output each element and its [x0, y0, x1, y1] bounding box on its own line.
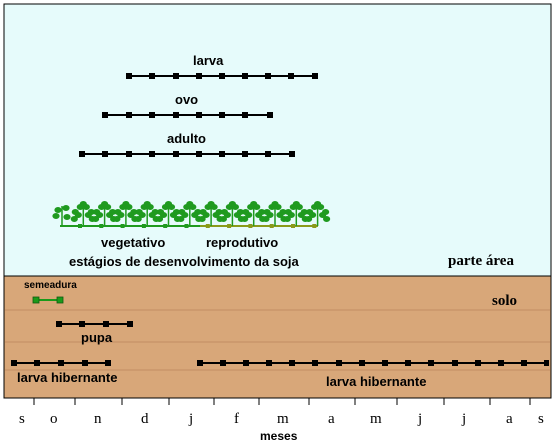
- timeline-larva-hibernante-2-markers: [197, 360, 549, 366]
- crop-stage-markers: [78, 224, 317, 228]
- month-tick-m1: m: [277, 411, 289, 427]
- soybean-plant: [134, 201, 160, 226]
- month-tick-j1: j: [188, 411, 193, 427]
- aerial-zone: [3, 3, 552, 277]
- soybean-plant: [113, 201, 139, 226]
- timeline-larva-hibernante-1-label: larva hibernante: [17, 370, 117, 385]
- month-axis-ticks: [33, 398, 531, 405]
- crop-plants: [52, 201, 331, 226]
- crop-stage-marker: [184, 224, 189, 228]
- timeline-larva-hibernante-2-label: larva hibernante: [326, 374, 426, 389]
- soybean-plant: [241, 201, 267, 226]
- soybean-plant: [283, 201, 309, 226]
- timeline-larva-hibernante-1-markers: [11, 360, 111, 366]
- soybean-plant: [198, 201, 224, 226]
- timeline-adulto-label: adulto: [167, 131, 206, 146]
- soybean-plant: [52, 205, 71, 226]
- soybean-plant: [219, 201, 245, 226]
- timeline-larva: larva: [126, 53, 318, 79]
- month-tick-m2: m: [370, 411, 382, 427]
- timeline-adulto-markers: [79, 151, 295, 157]
- timeline-pupa-markers: [56, 321, 133, 327]
- vegetative-stage-label: vegetativo: [101, 235, 165, 250]
- month-tick-j3: j: [461, 411, 466, 427]
- timeline-larva-hibernante-2: larva hibernante: [197, 360, 549, 389]
- crop-stage-marker: [120, 224, 125, 228]
- timeline-ovo: ovo: [102, 92, 273, 118]
- month-tick-f: f: [234, 411, 239, 427]
- month-tick-s2: s: [538, 411, 544, 427]
- soybean-plant: [70, 201, 96, 226]
- month-tick-o: o: [50, 411, 58, 427]
- crop-stage-marker: [312, 224, 317, 228]
- soybean-plant: [92, 201, 118, 226]
- crop-stage-marker: [291, 224, 295, 228]
- timeline-semeadura-end: [56, 296, 64, 304]
- crop-stage-marker: [141, 224, 146, 228]
- timeline-larva-markers: [126, 73, 318, 79]
- month-tick-n: n: [94, 411, 102, 427]
- month-axis-title: meses: [260, 429, 298, 443]
- reproductive-stage-label: reprodutivo: [206, 235, 278, 250]
- timeline-semeadura: semeadura: [24, 280, 77, 304]
- month-tick-s1: s: [19, 411, 25, 427]
- crop-stage-marker: [269, 224, 274, 228]
- soil-zone-label: solo: [492, 293, 517, 309]
- soybean-crop: [52, 201, 331, 228]
- crop-stage-marker: [248, 224, 253, 228]
- crop-stage-marker: [78, 224, 82, 228]
- crop-stage-marker: [227, 224, 232, 228]
- month-tick-a1: a: [328, 411, 335, 427]
- timeline-ovo-markers: [102, 112, 273, 118]
- month-tick-j2: j: [417, 411, 422, 427]
- soybean-plant: [262, 201, 288, 226]
- timeline-ovo-label: ovo: [175, 92, 198, 107]
- crop-stages-caption: estágios de desenvolvimento da soja: [69, 254, 300, 269]
- timeline-pupa-label: pupa: [81, 330, 113, 345]
- timeline-semeadura-label: semeadura: [24, 280, 77, 291]
- month-axis: s o n d j f m a m j j a s meses: [4, 397, 551, 443]
- soybean-plant: [305, 201, 331, 226]
- timeline-larva-hibernante-1: larva hibernante: [11, 360, 117, 385]
- timeline-adulto: adulto: [79, 131, 295, 157]
- month-tick-d: d: [141, 411, 149, 427]
- timeline-larva-label: larva: [193, 53, 224, 68]
- crop-stage-marker: [99, 224, 104, 228]
- timeline-pupa: pupa: [56, 321, 133, 345]
- crop-stage-marker: [163, 224, 168, 228]
- month-tick-a2: a: [506, 411, 513, 427]
- soil-zone: [3, 275, 552, 399]
- soil-texture: [5, 309, 550, 371]
- aerial-zone-label: parte área: [448, 253, 514, 269]
- timeline-semeadura-start: [32, 296, 40, 304]
- crop-stage-marker: [205, 224, 210, 228]
